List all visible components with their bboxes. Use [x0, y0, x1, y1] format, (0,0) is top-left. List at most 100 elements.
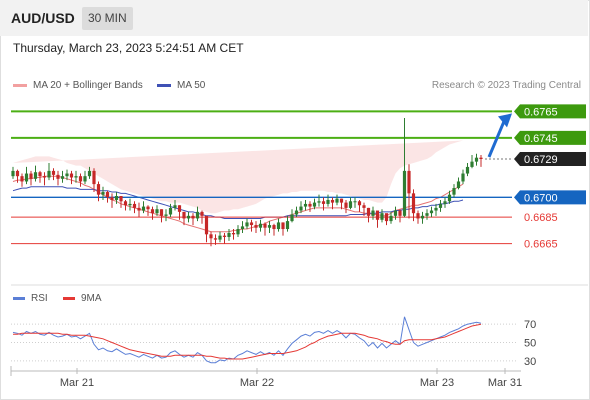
candle-body: [38, 172, 42, 177]
candle-body: [218, 235, 222, 240]
candle-body: [312, 202, 317, 207]
candle-body: [195, 211, 200, 219]
candle-body: [60, 176, 65, 179]
candle-body: [258, 223, 263, 228]
9ma-legend-label: 9MA: [81, 293, 102, 304]
candle-body: [452, 188, 456, 195]
candle-body: [402, 170, 407, 216]
candle-body: [29, 173, 33, 179]
candle-body: [96, 184, 101, 195]
candle-body: [123, 201, 128, 206]
level-tag-0.6700: [514, 190, 586, 205]
ma50-line: [12, 186, 464, 219]
candle-body: [267, 225, 272, 228]
candle-body: [87, 170, 92, 177]
candle-body: [465, 166, 470, 174]
level-tag-0.6745: [514, 130, 586, 145]
candle-body: [339, 198, 344, 203]
rsi-legend-label: RSI: [31, 293, 48, 304]
time-label-mar-22: Mar 22: [240, 377, 274, 389]
header-bar: AUD/USD 30 MIN: [0, 0, 588, 36]
candle-body: [204, 215, 209, 235]
candle-body: [186, 215, 191, 219]
bollinger-band: [13, 140, 463, 214]
candle-body: [137, 207, 141, 211]
candle-body: [128, 203, 132, 206]
candle-body: [20, 176, 24, 182]
candle-body: [389, 215, 393, 222]
candle-body: [308, 203, 312, 207]
level-label-0.6665: 0.6665: [524, 239, 558, 251]
ma50-swatch: [157, 83, 171, 87]
candle-body: [15, 170, 20, 177]
candle-body: [294, 210, 299, 215]
candle-body: [164, 214, 168, 216]
candle-body: [11, 170, 15, 177]
symbol-title: AUD/USD: [11, 10, 75, 26]
candle-body: [416, 213, 420, 219]
candle-body: [375, 210, 380, 220]
candle-body: [393, 210, 398, 216]
candle-body: [245, 222, 249, 227]
projection-arrow-head: [498, 113, 512, 128]
time-label-mar-23: Mar 23: [420, 377, 454, 389]
candle-body: [119, 196, 123, 202]
candle-body: [92, 170, 96, 185]
candle-body: [209, 234, 213, 239]
candle-body: [42, 176, 47, 178]
candle-body: [344, 202, 348, 208]
candle-body: [420, 215, 425, 219]
candle-body: [348, 201, 353, 208]
candle-body: [303, 203, 308, 207]
rsi-tick-50: 50: [524, 338, 536, 350]
candle-body: [191, 215, 195, 219]
candle-body: [47, 170, 51, 178]
candle-body: [429, 210, 434, 214]
rsi-tick-70: 70: [524, 319, 536, 331]
candle-body: [150, 209, 155, 214]
rsi-9ma-line: [13, 323, 482, 360]
candle-body: [366, 207, 371, 216]
candle-body: [461, 173, 465, 182]
candle-body: [213, 238, 218, 240]
candle-body: [407, 170, 411, 194]
candle-body: [65, 173, 69, 177]
ma50-legend-label: MA 50: [177, 80, 206, 91]
candle-body: [231, 233, 236, 235]
candle-body: [276, 222, 281, 230]
candle-body: [398, 210, 402, 216]
candle-body: [56, 174, 60, 179]
candle-body: [114, 196, 119, 200]
candle-body: [182, 211, 186, 219]
candle-body: [222, 235, 227, 237]
candle-body: [357, 201, 362, 206]
candle-body: [200, 211, 204, 216]
candle-body: [384, 213, 389, 222]
time-label-mar-21: Mar 21: [60, 377, 94, 389]
candle-body: [362, 205, 366, 208]
candle-body: [155, 209, 159, 214]
ma20-legend-label: MA 20 + Bollinger Bands: [33, 80, 143, 91]
timeframe-badge[interactable]: 30 MIN: [82, 7, 133, 30]
candle-body: [281, 222, 285, 230]
candle-body: [321, 201, 326, 204]
candle-body: [173, 205, 177, 208]
candle-body: [272, 225, 276, 230]
candle-body: [69, 173, 74, 178]
candle-body: [33, 172, 38, 179]
candle-body: [254, 225, 258, 228]
candle-body: [24, 173, 29, 182]
level-tag-0.6729: [514, 152, 586, 166]
candle-body: [141, 206, 146, 211]
candle-body: [105, 192, 110, 198]
timestamp: Thursday, March 23, 2023 5:24:51 AM CET: [13, 41, 244, 55]
candle-body: [132, 203, 137, 208]
projection-arrow-shaft: [487, 120, 506, 158]
candle-body: [146, 206, 150, 210]
candle-body: [299, 206, 303, 211]
legend-rsi: RSI: [13, 293, 48, 304]
ma20-swatch: [13, 83, 27, 87]
candle-body: [74, 176, 78, 178]
level-label-0.6685: 0.6685: [524, 212, 558, 224]
